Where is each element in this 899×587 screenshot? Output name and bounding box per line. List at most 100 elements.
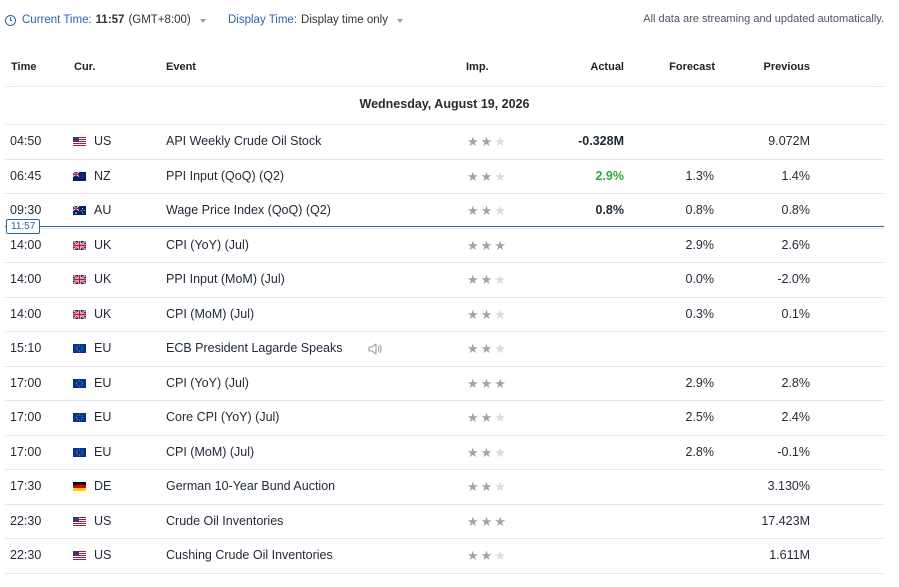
event-row[interactable]: 09:30 AU Wage Price Index (QoQ) (Q2) ★ ★ ★ 0.8… xyxy=(5,194,884,229)
event-row[interactable]: 17:30 DE German 10-Year Bund Auction ★ ★ ★ 3.1… xyxy=(5,470,884,505)
event-time: 17:00 xyxy=(10,375,42,390)
event-name-link[interactable]: Wage Price Index (QoQ) (Q2) xyxy=(166,203,331,217)
event-previous: 3.130% xyxy=(767,479,810,493)
star-icon: ★ xyxy=(467,479,479,494)
event-name-link[interactable]: CPI (MoM) (Jul) xyxy=(166,306,255,321)
us-flag xyxy=(73,137,86,146)
event-time: 22:30 xyxy=(10,548,42,562)
star-icon: ★ xyxy=(494,444,506,460)
importance-stars: ★ ★ ★ xyxy=(467,470,506,503)
star-icon: ★ xyxy=(494,410,506,425)
display-time-selector[interactable]: Display Time: Display time only xyxy=(228,12,403,28)
table-header: Time Cur. Event Imp. Actual Forecast Pre… xyxy=(5,53,884,86)
event-row[interactable]: 06:45 NZ PPI Input (QoQ) (Q2) ★ ★ ★ 2.9% 1.3% 1.… xyxy=(5,160,884,194)
event-currency: EU xyxy=(94,341,112,355)
event-time: 15:10 xyxy=(10,341,42,355)
event-currency: NZ xyxy=(94,168,111,183)
star-icon: ★ xyxy=(467,168,479,184)
star-icon: ★ xyxy=(494,375,506,391)
importance-stars: ★ ★ ★ xyxy=(467,505,506,538)
importance-stars: ★ ★ ★ xyxy=(467,367,506,400)
importance-stars: ★ ★ ★ xyxy=(467,401,506,434)
star-icon: ★ xyxy=(467,306,479,322)
event-name-link[interactable]: Core CPI (YoY) (Jul) xyxy=(166,410,280,424)
top-bar: Current Time: 11:57 (GMT+8:00) Display T… xyxy=(0,0,899,40)
event-name-link[interactable]: German 10-Year Bund Auction xyxy=(166,479,336,493)
event-currency: DE xyxy=(94,479,112,493)
star-icon: ★ xyxy=(480,375,493,391)
event-name-link[interactable]: Crude Oil Inventories xyxy=(166,513,284,528)
event-currency: US xyxy=(94,513,112,528)
star-icon: ★ xyxy=(480,548,493,563)
event-name-link[interactable]: ECB President Lagarde Speaks xyxy=(166,341,343,355)
event-time: 14:00 xyxy=(10,272,42,286)
star-icon: ★ xyxy=(467,444,479,460)
chevron-down-icon[interactable] xyxy=(396,19,403,23)
star-icon: ★ xyxy=(467,134,479,149)
event-row[interactable]: 15:10 EU ECB President Lagarde Speaks ★ ★ ★ xyxy=(5,332,884,367)
current-time-selector[interactable]: Current Time: 11:57 (GMT+8:00) xyxy=(5,12,206,28)
star-icon: ★ xyxy=(494,272,506,287)
star-icon: ★ xyxy=(480,444,493,460)
event-currency: US xyxy=(94,548,112,562)
star-icon: ★ xyxy=(467,341,479,356)
event-name-link[interactable]: PPI Input (MoM) (Jul) xyxy=(166,272,285,286)
us-flag xyxy=(73,516,86,526)
importance-stars: ★ ★ ★ xyxy=(467,229,506,262)
event-row[interactable]: 17:00 EU CPI (MoM) (Jul) ★ ★ ★ 2.8% -0.1% xyxy=(5,436,884,470)
event-previous: 0.8% xyxy=(781,203,811,217)
star-icon: ★ xyxy=(494,513,506,529)
event-time: 14:00 xyxy=(10,306,42,321)
importance-stars: ★ ★ ★ xyxy=(467,194,506,227)
importance-stars: ★ ★ ★ xyxy=(467,298,506,331)
event-time: 17:00 xyxy=(10,410,42,424)
event-previous: 1.611M xyxy=(769,548,810,562)
nz-flag xyxy=(72,171,86,181)
au-flag xyxy=(72,205,86,215)
star-icon: ★ xyxy=(494,168,506,184)
event-time: 06:45 xyxy=(10,168,42,183)
event-name-link[interactable]: CPI (YoY) (Jul) xyxy=(166,237,249,252)
event-row[interactable]: 22:30 US Cushing Crude Oil Inventories ★ ★ ★ 1… xyxy=(5,539,884,574)
event-row[interactable]: 14:00 UK CPI (YoY) (Jul) ★ ★ ★ 2.9% 2.6% xyxy=(5,229,884,263)
event-name-link[interactable]: API Weekly Crude Oil Stock xyxy=(166,134,322,148)
event-row[interactable]: 04:50 US API Weekly Crude Oil Stock ★ ★ ★ -0.3… xyxy=(5,125,884,160)
event-forecast: 1.3% xyxy=(685,168,715,183)
event-name-link[interactable]: Cushing Crude Oil Inventories xyxy=(166,548,333,562)
event-previous: 2.4% xyxy=(781,410,811,424)
event-name-link[interactable]: CPI (MoM) (Jul) xyxy=(166,444,255,459)
star-icon: ★ xyxy=(467,375,479,391)
star-icon: ★ xyxy=(494,306,506,322)
event-currency: EU xyxy=(94,410,112,424)
star-icon: ★ xyxy=(480,513,493,529)
event-name-link[interactable]: CPI (YoY) (Jul) xyxy=(166,375,249,390)
event-forecast: 0.8% xyxy=(685,203,715,217)
event-time: 04:50 xyxy=(10,134,42,148)
star-icon: ★ xyxy=(467,410,479,425)
eu-flag xyxy=(73,447,86,457)
event-previous: 1.4% xyxy=(781,168,811,183)
col-previous: Previous xyxy=(763,61,810,73)
event-name-link[interactable]: PPI Input (QoQ) (Q2) xyxy=(166,168,285,183)
display-time-label: Display Time: xyxy=(228,14,298,26)
event-row[interactable]: 17:00 EU Core CPI (YoY) (Jul) ★ ★ ★ 2.5% 2.4% xyxy=(5,401,884,436)
star-icon: ★ xyxy=(467,272,479,287)
current-time-value: 11:57 xyxy=(95,14,125,26)
event-row[interactable]: 14:00 UK PPI Input (MoM) (Jul) ★ ★ ★ 0.0% -2.0% xyxy=(5,263,884,298)
eu-flag xyxy=(73,413,86,422)
event-rows: 04:50 US API Weekly Crude Oil Stock ★ ★ ★ -0.3… xyxy=(5,125,884,574)
clock-icon xyxy=(5,14,16,26)
event-row[interactable]: 22:30 US Crude Oil Inventories ★ ★ ★ 17.423M xyxy=(5,505,884,539)
star-icon: ★ xyxy=(494,548,506,563)
importance-stars: ★ ★ ★ xyxy=(467,436,506,469)
event-previous: 9.072M xyxy=(768,134,810,148)
event-row[interactable]: 14:00 UK CPI (MoM) (Jul) ★ ★ ★ 0.3% 0.1% xyxy=(5,298,884,332)
chevron-down-icon[interactable] xyxy=(199,19,206,23)
event-forecast: 2.9% xyxy=(685,375,715,390)
event-currency: AU xyxy=(94,203,112,217)
importance-stars: ★ ★ ★ xyxy=(467,160,506,193)
col-currency: Cur. xyxy=(74,61,96,73)
event-actual: 2.9% xyxy=(595,168,625,183)
event-row[interactable]: 17:00 EU CPI (YoY) (Jul) ★ ★ ★ 2.9% 2.8% xyxy=(5,367,884,401)
star-icon: ★ xyxy=(467,548,479,563)
